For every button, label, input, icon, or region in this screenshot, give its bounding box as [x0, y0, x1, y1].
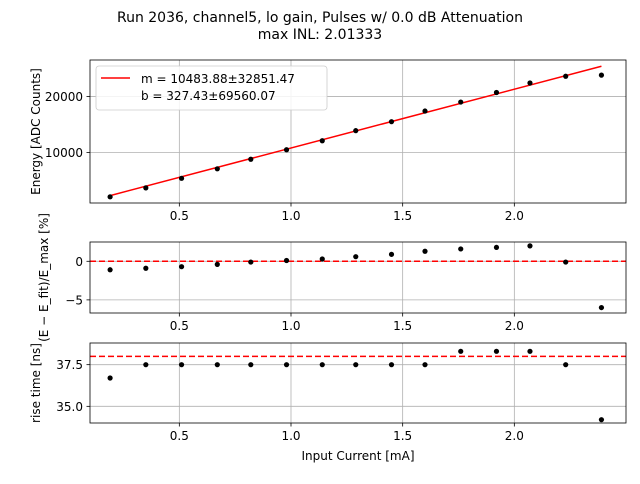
plot-area [90, 242, 626, 313]
x-tick-label: 1.5 [393, 429, 412, 443]
data-point [598, 304, 605, 311]
data-point [388, 362, 395, 368]
x-tick-label: 2.0 [505, 429, 524, 443]
data-point [214, 261, 220, 267]
figure-title-line2: max INL: 2.01333 [258, 27, 382, 43]
x-tick-label: 1.5 [393, 209, 412, 223]
data-point [283, 147, 290, 153]
legend-label: m = 10483.88±32851.47 [141, 72, 295, 86]
x-tick-label: 0.5 [170, 209, 189, 223]
y-tick-label: 10000 [45, 146, 83, 160]
data-point [283, 257, 290, 264]
data-point [107, 267, 113, 273]
x-axis-label: Input Current [mA] [301, 449, 414, 463]
data-point [107, 375, 113, 381]
data-point [458, 348, 464, 354]
figure-title-line1: Run 2036, channel5, lo gain, Pulses w/ 0… [117, 10, 523, 26]
data-point [493, 348, 500, 354]
data-point [527, 348, 533, 354]
data-point [319, 138, 325, 144]
data-point [319, 362, 325, 368]
data-point [214, 362, 220, 368]
data-point [563, 259, 569, 265]
data-point [353, 362, 359, 368]
data-point [319, 256, 325, 262]
data-point [143, 362, 149, 368]
data-point [493, 89, 500, 96]
x-tick-label: 1.0 [281, 319, 300, 333]
data-point [527, 80, 533, 86]
y-tick-label: −5 [65, 293, 83, 307]
residual-panel: 0.5 1.0 1.5 2.0 −5 0 (E − E_fit)/E_max [%] [37, 213, 627, 342]
x-tick-label: 0.5 [170, 429, 189, 443]
plot-area [90, 343, 626, 423]
data-point [563, 362, 569, 368]
y-axis-label: rise time [ns] [29, 343, 43, 423]
data-point [422, 108, 428, 114]
y-tick-label: 20000 [45, 90, 83, 104]
x-tick-label: 0.5 [170, 319, 189, 333]
axes-frame [89, 241, 627, 314]
data-point [527, 243, 533, 249]
y-tick-label: 37.5 [56, 358, 83, 372]
data-point [422, 362, 428, 368]
data-point [178, 362, 185, 368]
data-point [248, 362, 254, 368]
y-axis-label: (E − E_fit)/E_max [%] [37, 213, 51, 342]
data-point [598, 72, 605, 78]
rise-time-panel: 0.5 1.0 1.5 2.0 35.0 37.5 rise time [ns] Input … [29, 342, 627, 463]
data-point [458, 99, 464, 105]
x-tick-label: 1.0 [281, 209, 300, 223]
data-point [353, 254, 359, 260]
x-tick-label: 1.0 [281, 429, 300, 443]
data-point [143, 265, 149, 271]
legend-box [95, 65, 328, 111]
y-tick-label: 0 [75, 255, 83, 269]
data-point [388, 251, 395, 257]
data-point [493, 244, 500, 251]
x-tick-label: 1.5 [393, 319, 412, 333]
y-tick-label: 35.0 [56, 400, 83, 414]
data-point [563, 73, 569, 79]
x-tick-label: 2.0 [505, 319, 524, 333]
data-point [178, 264, 185, 270]
legend: m = 10483.88±32851.47 b = 327.43±69560.07 [95, 65, 328, 111]
axes-frame [89, 59, 627, 204]
axes-frame [89, 342, 627, 424]
data-point [178, 175, 185, 181]
data-point [248, 259, 254, 265]
data-point [388, 119, 395, 125]
data-point [422, 248, 428, 254]
data-point [458, 246, 464, 252]
legend-label: b = 327.43±69560.07 [141, 89, 276, 103]
x-tick-label: 2.0 [505, 209, 524, 223]
data-point [248, 156, 254, 162]
data-point [283, 362, 290, 368]
data-point [107, 194, 113, 200]
data-point [143, 185, 149, 191]
y-axis-label: Energy [ADC Counts] [29, 68, 43, 195]
data-point [214, 166, 220, 172]
data-point [598, 417, 605, 423]
data-point [353, 128, 359, 134]
